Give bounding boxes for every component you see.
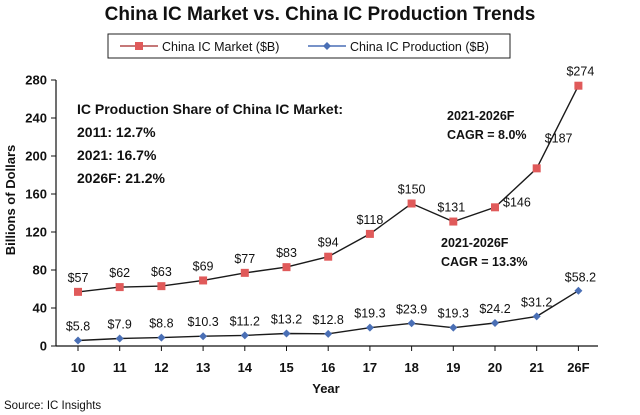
legend-production-label: China IC Production ($B) [350, 40, 489, 54]
production-data-label: $58.2 [565, 271, 596, 285]
market-data-label: $69 [193, 259, 214, 273]
market-data-label: $187 [545, 131, 573, 145]
x-tick-label: 18 [404, 360, 418, 375]
market-data-label: $57 [68, 271, 89, 285]
x-tick-label: 12 [154, 360, 168, 375]
y-tick-label: 200 [25, 149, 47, 164]
market-data-label: $83 [276, 246, 297, 260]
market-point [365, 229, 374, 238]
production-data-label: $11.2 [230, 314, 260, 328]
market-point [324, 252, 333, 261]
x-tick-label: 16 [321, 360, 335, 375]
production-cagr-period: 2021-2026F [441, 236, 509, 250]
y-axis-label: Billions of Dollars [3, 145, 18, 256]
market-point [574, 81, 583, 90]
production-point [157, 333, 166, 342]
x-tick-label: 14 [238, 360, 253, 375]
x-tick-label: 19 [446, 360, 460, 375]
y-tick-label: 0 [40, 339, 47, 354]
production-point [115, 334, 124, 343]
share-annotation-line-2021: 2021: 16.7% [77, 147, 157, 163]
y-tick-label: 120 [25, 225, 47, 240]
market-point [199, 276, 208, 285]
production-cagr-annotation: 2021-2026F CAGR = 13.3% [441, 236, 528, 269]
market-point [115, 283, 124, 292]
chart-title: China IC Market vs. China IC Production … [105, 4, 536, 25]
production-point [240, 331, 249, 340]
market-point [157, 282, 166, 291]
share-annotation-line-2011: 2011: 12.7% [77, 124, 156, 140]
production-data-label: $7.9 [108, 317, 132, 331]
production-point [449, 323, 458, 332]
share-annotation-line-2026f: 2026F: 21.2% [77, 170, 165, 186]
y-tick-label: 160 [25, 187, 47, 202]
x-tick-label: 11 [113, 360, 127, 375]
market-cagr-period: 2021-2026F [447, 109, 515, 123]
share-annotation: IC Production Share of China IC Market: … [77, 101, 343, 186]
x-tick-label: 15 [279, 360, 293, 375]
production-data-label: $31.2 [521, 295, 552, 309]
market-data-label: $63 [151, 265, 172, 279]
market-data-label: $150 [398, 183, 426, 197]
series-production: $5.8 $7.9 $8.8 $10.3 $11.2 $13.2 $12.8 $19.3 $23… [66, 271, 596, 345]
x-tick-label: 17 [363, 360, 377, 375]
production-point [74, 336, 82, 345]
market-data-label: $77 [234, 252, 255, 266]
market-cagr-value: CAGR = 8.0% [447, 128, 527, 142]
production-point [282, 329, 291, 338]
legend-market-marker [135, 42, 143, 50]
production-point [574, 286, 583, 295]
production-data-label: $19.3 [438, 307, 469, 321]
production-point [532, 312, 541, 321]
x-tick-label: 21 [529, 360, 543, 375]
series-market: $57 $62 $63 $69 $77 $83 $94 $118 $150 $131 $146 $18… [68, 65, 594, 296]
market-data-label: $62 [109, 266, 130, 280]
market-point [74, 287, 82, 296]
y-tick-label: 280 [25, 73, 47, 88]
plot-area: $57 $62 $63 $69 $77 $83 $94 $118 $150 $131 $146 $18… [66, 65, 596, 345]
y-tick-label: 240 [25, 111, 47, 126]
market-point [240, 268, 249, 277]
production-point [365, 323, 374, 332]
y-tick-label: 40 [33, 301, 47, 316]
production-data-label: $23.9 [396, 302, 427, 316]
legend: China IC Market ($B) China IC Production… [107, 33, 511, 59]
y-tick-label: 80 [33, 263, 47, 278]
production-data-label: $10.3 [187, 315, 218, 329]
share-annotation-title: IC Production Share of China IC Market: [77, 101, 343, 117]
production-data-label: $5.8 [66, 319, 90, 333]
production-data-label: $24.2 [479, 302, 510, 316]
x-tick-label: 26F [567, 360, 589, 375]
production-data-label: $12.8 [313, 313, 344, 327]
market-point [449, 217, 458, 226]
market-point [282, 263, 291, 272]
production-point [407, 319, 416, 328]
legend-market-label: China IC Market ($B) [162, 40, 279, 54]
production-cagr-value: CAGR = 13.3% [441, 255, 528, 269]
x-axis-label: Year [312, 381, 339, 396]
production-point [491, 319, 499, 328]
market-data-label: $118 [356, 213, 383, 227]
x-tick-label: 20 [488, 360, 502, 375]
production-point [324, 329, 333, 338]
x-tick-label: 13 [196, 360, 210, 375]
market-point [407, 199, 416, 208]
x-tick-label: 10 [71, 360, 85, 375]
production-data-label: $8.8 [149, 317, 173, 331]
market-data-label: $94 [318, 236, 339, 250]
y-axis: 0 40 80 120 160 200 240 280 [25, 73, 57, 354]
market-point [532, 164, 541, 173]
production-data-label: $13.2 [271, 312, 302, 326]
market-data-label: $146 [503, 195, 531, 209]
market-data-label: $274 [566, 65, 594, 79]
market-data-label: $131 [437, 201, 465, 215]
market-cagr-annotation: 2021-2026F CAGR = 8.0% [447, 109, 527, 142]
production-point [199, 332, 208, 341]
source-note: Source: IC Insights [4, 400, 101, 412]
x-axis: 10 11 12 13 14 15 16 17 18 19 20 21 26F [56, 345, 598, 375]
legend-production-marker [323, 42, 331, 50]
production-data-label: $19.3 [354, 307, 385, 321]
market-point [491, 203, 499, 212]
